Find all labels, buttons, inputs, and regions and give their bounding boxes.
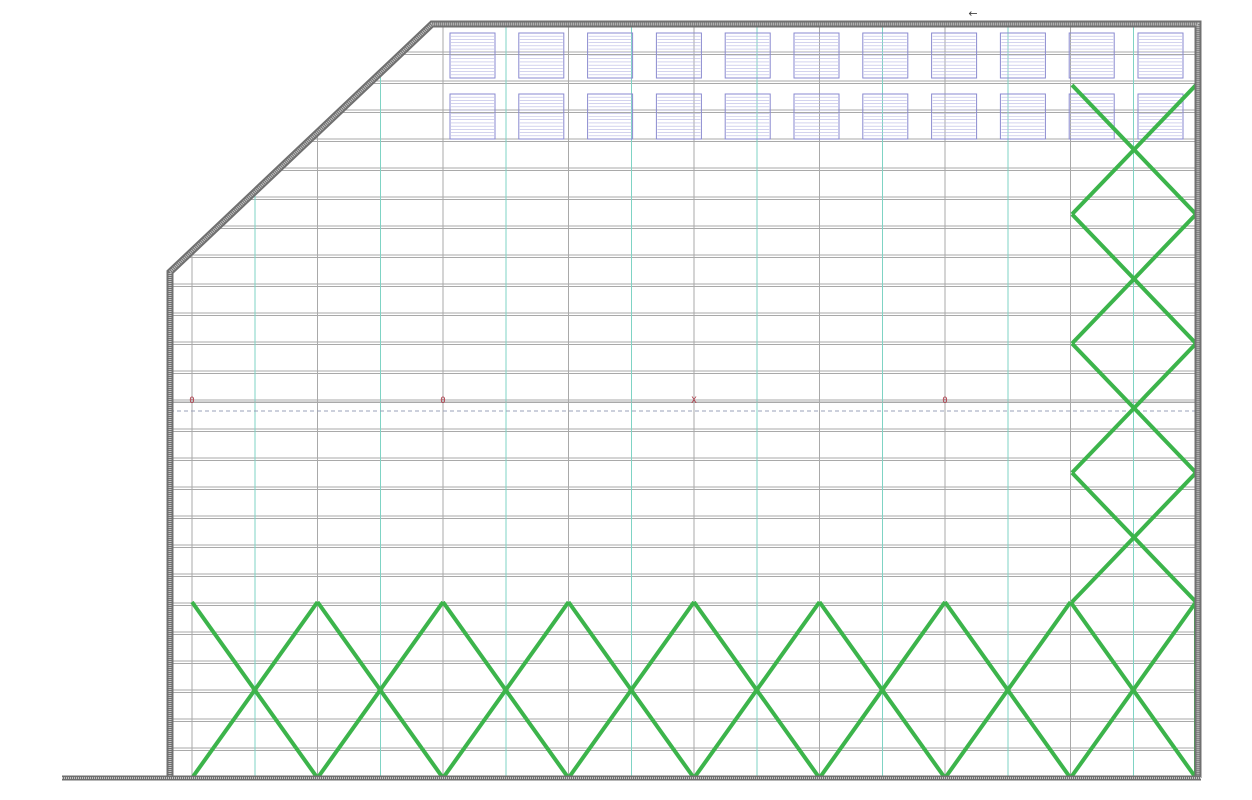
bracing-member bbox=[817, 600, 947, 780]
skylight-panel-frame bbox=[1068, 32, 1115, 79]
skylight-panel-icon bbox=[931, 32, 978, 79]
section-markers: 0 0 X 0 bbox=[189, 396, 947, 406]
skylight-panel-frame bbox=[724, 32, 771, 79]
skylight-panel-frame bbox=[999, 93, 1046, 140]
skylight-panel-frame bbox=[518, 32, 565, 79]
section-marker-2: 0 bbox=[440, 396, 445, 406]
skylight-panel-frame bbox=[999, 32, 1046, 79]
purlin-lines bbox=[170, 51, 1198, 751]
skylight-panel-icon bbox=[724, 93, 771, 140]
skylight-panel-icon bbox=[1068, 32, 1115, 79]
wall-outline-outer bbox=[166, 20, 1202, 778]
skylight-panel-frame bbox=[862, 93, 909, 140]
skylight-panel-frame bbox=[655, 32, 702, 79]
skylight-panel-icon bbox=[862, 93, 909, 140]
section-marker-3: X bbox=[691, 396, 697, 406]
section-marker-4: 0 bbox=[942, 396, 947, 406]
bracing-member bbox=[1070, 471, 1198, 604]
bracing-member bbox=[190, 600, 320, 780]
wall-outline-hatch bbox=[168, 22, 1200, 778]
skylight-panels bbox=[449, 32, 1184, 140]
skylight-panel-frame bbox=[862, 32, 909, 79]
skylight-panel-icon bbox=[1068, 93, 1115, 140]
skylight-panel-frame bbox=[931, 93, 978, 140]
skylight-panel-icon bbox=[999, 32, 1046, 79]
skylight-panel-frame bbox=[1137, 32, 1184, 79]
skylight-panel-icon bbox=[449, 32, 496, 79]
skylight-panel-frame bbox=[655, 93, 702, 140]
skylight-panel-icon bbox=[518, 32, 565, 79]
section-cut-line bbox=[170, 401, 1198, 412]
skylight-panel-icon bbox=[793, 93, 840, 140]
skylight-panel-icon bbox=[999, 93, 1046, 140]
bracing-member bbox=[441, 600, 571, 780]
skylight-panel-icon bbox=[1137, 93, 1184, 140]
bracing-member bbox=[692, 600, 822, 780]
skylight-panel-frame bbox=[518, 93, 565, 140]
bracing-member bbox=[1070, 212, 1198, 345]
skylight-panel-icon bbox=[587, 93, 634, 140]
skylight-panel-icon bbox=[518, 93, 565, 140]
skylight-panel-icon bbox=[793, 32, 840, 79]
bracing-x-pattern bbox=[190, 83, 1198, 780]
skylight-panel-icon bbox=[449, 93, 496, 140]
skylight-panel-frame bbox=[793, 32, 840, 79]
bracing-member bbox=[1070, 83, 1198, 216]
skylight-panel-frame bbox=[724, 93, 771, 140]
skylight-panel-frame bbox=[449, 32, 496, 79]
section-marker-1: 0 bbox=[189, 396, 194, 406]
bracing-member bbox=[566, 600, 696, 780]
wall-outline bbox=[62, 20, 1202, 781]
bracing-member bbox=[1068, 600, 1198, 780]
skylight-panel-icon bbox=[862, 32, 909, 79]
skylight-panel-frame bbox=[1137, 93, 1184, 140]
skylight-panel-frame bbox=[1068, 93, 1115, 140]
direction-arrow-icon: ← bbox=[968, 7, 977, 20]
skylight-panel-frame bbox=[587, 32, 634, 79]
bracing-member bbox=[315, 600, 445, 780]
skylight-panel-icon bbox=[931, 93, 978, 140]
skylight-panel-frame bbox=[587, 93, 634, 140]
skylight-panel-frame bbox=[793, 93, 840, 140]
skylight-panel-frame bbox=[931, 32, 978, 79]
skylight-panel-icon bbox=[1137, 32, 1184, 79]
skylight-panel-icon bbox=[587, 32, 634, 79]
skylight-panel-icon bbox=[655, 32, 702, 79]
bracing-member bbox=[943, 600, 1073, 780]
skylight-panel-icon bbox=[724, 32, 771, 79]
skylight-panel-frame bbox=[449, 93, 496, 140]
bracing-member bbox=[1070, 342, 1198, 475]
skylight-panel-icon bbox=[655, 93, 702, 140]
